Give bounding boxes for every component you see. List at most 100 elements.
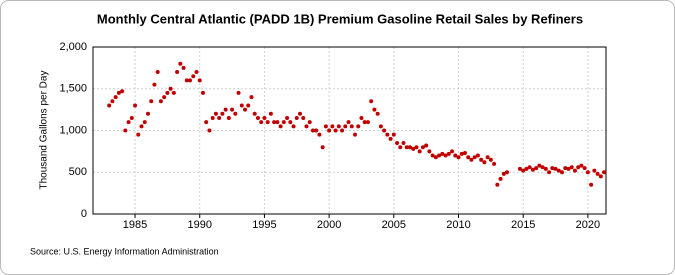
point [136, 132, 141, 137]
point [569, 165, 574, 170]
point [168, 86, 173, 91]
y-tick-label: 1,500 [59, 83, 87, 95]
point [582, 166, 587, 171]
point [576, 165, 581, 170]
y-tick-label: 1,000 [59, 124, 87, 136]
point [459, 151, 464, 156]
point [517, 166, 522, 171]
point [540, 165, 545, 170]
point [440, 151, 445, 156]
point [495, 182, 500, 187]
point [175, 70, 180, 75]
point [275, 120, 280, 125]
y-axis-label: Thousand Gallons per Day [39, 71, 50, 190]
point [110, 99, 115, 104]
point [560, 170, 565, 175]
point [207, 128, 212, 133]
x-tick-label: 1990 [187, 219, 211, 231]
point [450, 149, 455, 154]
point [288, 120, 293, 125]
point [178, 61, 183, 66]
point [505, 170, 510, 175]
point [107, 103, 112, 108]
point [485, 155, 490, 160]
point [272, 120, 277, 125]
point [391, 132, 396, 137]
x-tick-label: 1995 [252, 219, 276, 231]
point [365, 120, 370, 125]
point [602, 170, 607, 175]
point [233, 111, 238, 116]
point [294, 115, 299, 120]
point [472, 155, 477, 160]
point [488, 157, 493, 162]
point [492, 161, 497, 166]
point [145, 111, 150, 116]
point [566, 166, 571, 171]
point [149, 99, 154, 104]
point [259, 120, 264, 125]
point [336, 124, 341, 129]
point [462, 151, 467, 156]
x-tick-label: 2000 [317, 219, 341, 231]
point [475, 153, 480, 158]
point [126, 120, 131, 125]
point [323, 124, 328, 129]
point [243, 107, 248, 112]
point [378, 124, 383, 129]
point [443, 153, 448, 158]
point [116, 90, 121, 95]
point [589, 182, 594, 187]
point [129, 115, 134, 120]
point [320, 145, 325, 150]
point [330, 124, 335, 129]
plot-area [92, 46, 607, 215]
point [255, 115, 260, 120]
point [197, 78, 202, 83]
point [268, 111, 273, 116]
point [349, 124, 354, 129]
point [213, 111, 218, 116]
point [327, 128, 332, 133]
x-tick-label: 2015 [511, 219, 535, 231]
point [411, 146, 416, 151]
point [265, 120, 270, 125]
point [556, 168, 561, 173]
point [592, 168, 597, 173]
point [417, 149, 422, 154]
point [200, 90, 205, 95]
point [298, 111, 303, 116]
x-tick-label: 2010 [446, 219, 470, 231]
point [550, 166, 555, 171]
point [388, 136, 393, 141]
point [304, 124, 309, 129]
point [385, 132, 390, 137]
point [142, 120, 147, 125]
point [572, 168, 577, 173]
point [437, 153, 442, 158]
point [343, 124, 348, 129]
point [404, 145, 409, 150]
point [401, 141, 406, 146]
point [346, 120, 351, 125]
point [482, 160, 487, 165]
point [165, 90, 170, 95]
point [184, 78, 189, 83]
point [356, 124, 361, 129]
point [133, 103, 138, 108]
point [547, 170, 552, 175]
point [537, 163, 542, 168]
source-note: Source: U.S. Energy Information Administ… [30, 246, 219, 256]
point [278, 124, 283, 129]
point [456, 155, 461, 160]
point [372, 107, 377, 112]
point [598, 174, 603, 179]
point [158, 99, 163, 104]
point [359, 115, 364, 120]
point [527, 165, 532, 170]
point [398, 145, 403, 150]
point [534, 166, 539, 171]
point [414, 145, 419, 150]
point [210, 115, 215, 120]
